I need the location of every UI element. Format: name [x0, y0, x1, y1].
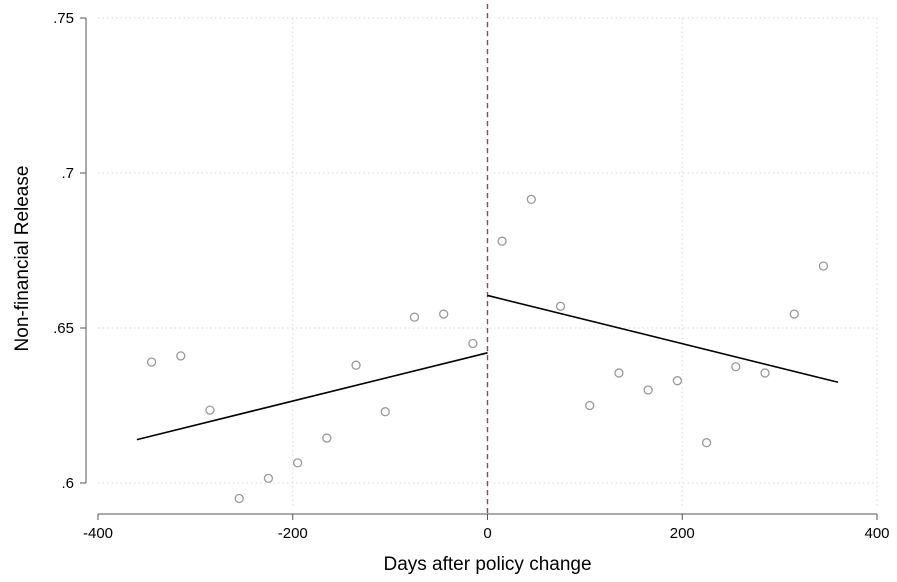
- data-point: [526, 194, 536, 205]
- y-axis-title: Non-financial Release: [12, 166, 33, 352]
- x-tick-label: -400: [83, 525, 113, 542]
- data-point: [701, 438, 712, 448]
- x-tick-label: 400: [864, 525, 889, 542]
- data-point: [292, 458, 303, 468]
- y-tick-label: .7: [61, 165, 74, 182]
- data-point: [555, 301, 566, 311]
- data-point: [380, 407, 390, 417]
- fit-line: [136, 352, 488, 441]
- y-tick-label: .6: [61, 475, 74, 492]
- data-point: [818, 261, 829, 271]
- data-points: [146, 194, 829, 504]
- data-point: [585, 400, 595, 411]
- data-point: [760, 368, 770, 378]
- data-point: [731, 362, 741, 372]
- data-point: [205, 405, 215, 415]
- data-point: [409, 312, 420, 322]
- x-axis-title: Days after policy change: [383, 554, 591, 575]
- x-tick-label: 200: [670, 525, 695, 542]
- data-point: [643, 385, 653, 395]
- fit-line: [487, 294, 839, 384]
- x-tick-label: -200: [278, 525, 308, 542]
- data-point: [672, 376, 683, 386]
- data-point: [351, 360, 361, 370]
- x-tick-label: 0: [483, 525, 491, 542]
- grid-lines: [98, 17, 878, 506]
- data-point: [614, 368, 624, 378]
- fit-lines: [136, 294, 839, 441]
- data-point: [146, 357, 157, 367]
- data-point: [234, 493, 244, 504]
- data-point: [439, 309, 449, 319]
- axes: [80, 17, 878, 520]
- data-point: [497, 236, 507, 246]
- tick-labels: .6 .65 .7 .75 -400 -200 0 200 400: [53, 10, 889, 542]
- y-tick-label: .65: [53, 320, 74, 337]
- y-tick-label: .75: [53, 10, 74, 27]
- data-point: [468, 338, 478, 349]
- data-point: [176, 351, 186, 361]
- data-point: [263, 473, 274, 484]
- data-point: [789, 309, 799, 319]
- data-point: [322, 433, 332, 443]
